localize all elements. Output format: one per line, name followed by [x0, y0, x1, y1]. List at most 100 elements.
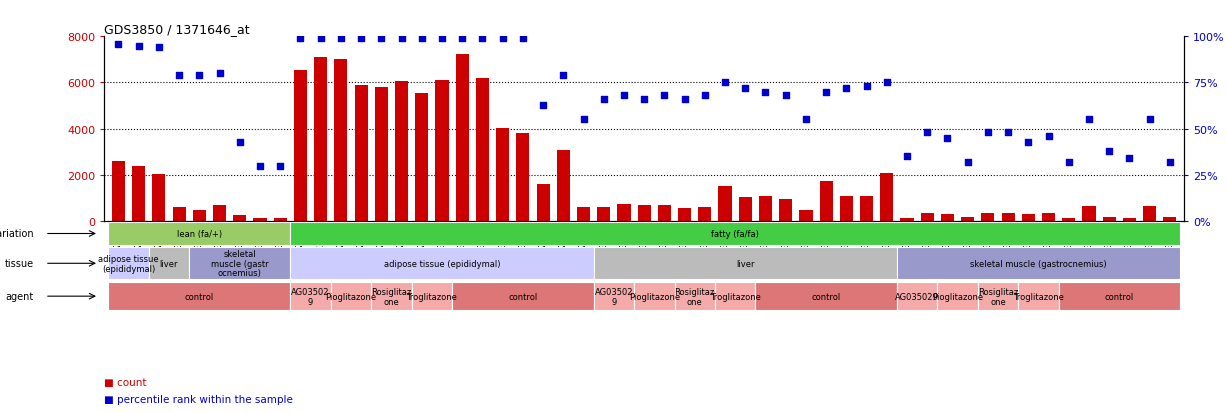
Bar — [897, 248, 1180, 280]
Bar — [658, 206, 671, 222]
Bar — [594, 248, 897, 280]
Point — [615, 93, 634, 100]
Point — [1039, 133, 1059, 140]
Bar — [254, 218, 266, 222]
Text: Rosiglitaz
one: Rosiglitaz one — [372, 287, 411, 306]
Bar — [1001, 214, 1015, 222]
Bar — [760, 196, 772, 222]
Bar — [411, 282, 452, 311]
Bar — [476, 78, 490, 222]
Bar — [108, 223, 291, 245]
Point — [1140, 117, 1160, 123]
Bar — [638, 206, 650, 222]
Point — [654, 93, 674, 100]
Bar — [675, 282, 715, 311]
Point — [210, 71, 229, 77]
Point — [1080, 117, 1099, 123]
Point — [756, 89, 775, 96]
Text: tissue: tissue — [5, 259, 34, 268]
Bar — [779, 200, 793, 222]
Point — [291, 36, 310, 42]
Bar — [799, 210, 812, 222]
Point — [816, 89, 836, 96]
Text: genotype/variation: genotype/variation — [0, 229, 34, 239]
Bar — [978, 282, 1018, 311]
Text: Rosiglitaz
one: Rosiglitaz one — [978, 287, 1018, 306]
Text: Troglitazone: Troglitazone — [1014, 292, 1064, 301]
Point — [148, 45, 168, 52]
Bar — [189, 248, 291, 280]
Bar — [331, 282, 372, 311]
Bar — [719, 187, 731, 222]
Text: Pioglitazone: Pioglitazone — [933, 292, 983, 301]
Bar — [452, 282, 594, 311]
Text: AG03502
9: AG03502 9 — [595, 287, 633, 306]
Bar — [148, 248, 189, 280]
Text: Troglitazone: Troglitazone — [406, 292, 458, 301]
Text: agent: agent — [6, 292, 34, 301]
Point — [513, 36, 533, 42]
Text: ■ count: ■ count — [104, 377, 147, 387]
Text: AG035029: AG035029 — [896, 292, 939, 301]
Bar — [536, 185, 550, 222]
Bar — [698, 208, 712, 222]
Point — [250, 163, 270, 170]
Point — [270, 163, 290, 170]
Bar — [679, 209, 691, 222]
Point — [453, 36, 472, 42]
Bar — [291, 223, 1180, 245]
Bar — [436, 81, 449, 222]
Point — [775, 93, 795, 100]
Bar — [334, 60, 347, 222]
Bar — [455, 55, 469, 222]
Point — [574, 117, 594, 123]
Bar — [1022, 215, 1034, 222]
Bar — [395, 82, 409, 222]
Bar — [557, 150, 569, 222]
Text: ■ percentile rank within the sample: ■ percentile rank within the sample — [104, 394, 293, 404]
Text: AG03502
9: AG03502 9 — [291, 287, 330, 306]
Point — [937, 135, 957, 142]
Point — [1018, 139, 1038, 146]
Bar — [108, 282, 291, 311]
Point — [999, 130, 1018, 136]
Bar — [1063, 218, 1075, 222]
Text: liver: liver — [160, 259, 178, 268]
Bar — [901, 218, 914, 222]
Point — [534, 102, 553, 109]
Bar — [291, 248, 594, 280]
Bar — [108, 248, 148, 280]
Bar — [982, 214, 995, 222]
Point — [837, 85, 856, 92]
Bar — [415, 94, 428, 222]
Bar — [594, 282, 634, 311]
Bar — [756, 282, 897, 311]
Point — [493, 36, 513, 42]
Bar — [839, 196, 853, 222]
Bar — [1144, 206, 1156, 222]
Bar — [233, 215, 247, 222]
Point — [877, 80, 897, 87]
Bar — [152, 174, 166, 222]
Bar — [133, 166, 145, 222]
Point — [412, 36, 432, 42]
Bar — [355, 85, 368, 222]
Point — [634, 97, 654, 103]
Bar — [634, 282, 675, 311]
Text: adipose tissue (epididymal): adipose tissue (epididymal) — [384, 259, 501, 268]
Bar — [173, 208, 185, 222]
Point — [391, 36, 411, 42]
Bar — [937, 282, 978, 311]
Bar — [617, 204, 631, 222]
Point — [229, 139, 249, 146]
Bar — [920, 214, 934, 222]
Point — [735, 85, 755, 92]
Text: fatty (fa/fa): fatty (fa/fa) — [712, 230, 760, 238]
Point — [189, 73, 209, 79]
Point — [372, 36, 391, 42]
Text: control: control — [1104, 292, 1134, 301]
Bar — [897, 282, 937, 311]
Point — [918, 130, 937, 136]
Bar — [1018, 282, 1059, 311]
Bar — [112, 161, 125, 222]
